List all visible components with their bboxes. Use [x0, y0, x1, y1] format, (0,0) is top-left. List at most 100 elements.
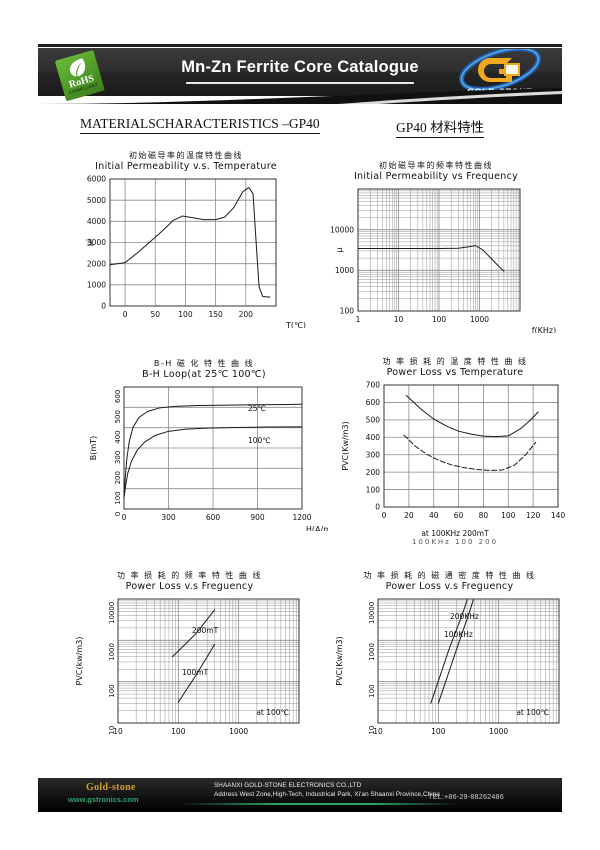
- chart-title-cn: B-H 磁 化 特 性 曲 线: [153, 359, 255, 368]
- swoosh-shape-icon: [38, 88, 562, 104]
- y-tick-label: 10000: [108, 602, 116, 624]
- chart-plot: 10100100010100100010000f(KHz)PVC(kw/m3)2…: [75, 598, 300, 736]
- rohs-badge: RoHS COMPLIANT: [54, 47, 110, 105]
- x-tick-label: 200: [239, 310, 254, 319]
- y-tick-label: 200: [366, 468, 381, 477]
- x-tick-label: 50: [150, 310, 160, 319]
- series-200mt: [405, 394, 539, 438]
- series-100mt: [403, 434, 537, 471]
- series-μi: [109, 186, 271, 298]
- page-footer: Gold-stone www.gstronics.com SHAANXI GOL…: [38, 778, 562, 812]
- chart-plot: 10100100010100100010000B(mT)PVC(Kw/m3)20…: [335, 598, 560, 736]
- chart-plot: 0 20 40 60 80 100 120 140 0 100 200 300 400 500 600 700…: [341, 381, 565, 520]
- series-200mt: [171, 609, 216, 658]
- charts-area: 初始磁导率的温度特性曲线 Initial Permeability v.s. Te…: [0, 150, 600, 770]
- y-tick-label: 0: [375, 503, 380, 512]
- chart-title-en: B-H Loop(at 25℃ 100℃): [142, 369, 266, 380]
- footer-divider: [178, 803, 458, 805]
- y-tick-label: 500: [366, 416, 381, 425]
- x-tick-label: 10: [373, 727, 383, 736]
- x-axis-label: T(℃): [285, 321, 306, 328]
- x-tick-label: 0: [123, 310, 128, 319]
- y-tick-label: 0: [114, 512, 122, 516]
- x-axis-label: f(KHz): [532, 326, 557, 333]
- chart-note: at 100℃: [516, 708, 549, 717]
- chart-power-loss-vs-flux-density: 功 率 损 耗 的 磁 通 密 度 特 性 曲 线 Power Loss v.s …: [322, 570, 577, 760]
- series-label: 25℃: [248, 404, 266, 413]
- y-tick-label: 600: [114, 390, 122, 403]
- x-tick-label: 40: [429, 511, 439, 520]
- series-25℃: [123, 403, 303, 498]
- x-tick-label: 80: [479, 511, 489, 520]
- x-tick-label: 150: [208, 310, 223, 319]
- chart-title-cn: 初始磁导率的温度特性曲线: [129, 151, 243, 160]
- chart-title-cn: 功 率 损 耗 的 温 度 特 性 曲 线: [382, 357, 528, 366]
- chart-title-en: Power Loss v.s Freguency: [385, 581, 514, 592]
- page-header: RoHS COMPLIANT Mn-Zn Ferrite Core Catalo…: [38, 44, 562, 104]
- y-tick-label: 300: [366, 450, 381, 459]
- chart-note: at 100℃: [256, 708, 289, 717]
- series-μ: [357, 245, 505, 272]
- chart-title-en: Initial Permeability vs Frequency: [353, 171, 519, 182]
- x-tick-label: 1000: [470, 315, 489, 324]
- x-tick-label: 300: [161, 513, 176, 522]
- x-tick-label: 600: [206, 513, 221, 522]
- x-axis-label: H(A/m): [306, 525, 328, 531]
- chart-initial-permeability-vs-frequency: 初始磁导率的频率特性曲线 Initial Permeability vs Freq…: [312, 160, 560, 340]
- chart-power-loss-vs-frequency: 功 率 损 耗 的 频 率 特 性 曲 线 Power Loss v.s Freg…: [62, 570, 317, 760]
- x-tick-label: 120: [526, 511, 541, 520]
- y-axis-label: PVC(kw/m3): [75, 637, 84, 686]
- y-tick-label: 3000: [87, 238, 106, 247]
- chart-title-en: Power Loss v.s Freguency: [125, 581, 254, 592]
- y-tick-label: 5000: [87, 196, 106, 205]
- chart-title-cn: 功 率 损 耗 的 频 率 特 性 曲 线: [117, 571, 262, 580]
- section-heading: MATERIALSCHARACTERISTICS –GP40 GP40 材料特性: [80, 116, 520, 138]
- header-top-rule: [38, 44, 562, 47]
- y-tick-label: 400: [114, 430, 122, 443]
- y-tick-label: 600: [366, 398, 381, 407]
- catalogue-title: Mn-Zn Ferrite Core Catalogue: [181, 58, 419, 76]
- rohs-badge-box: RoHS COMPLIANT: [54, 49, 105, 102]
- y-tick-label: 1000: [108, 643, 116, 661]
- x-tick-label: 100: [431, 727, 446, 736]
- chart-caption-secondary: 100KHz 100 200: [411, 538, 499, 546]
- y-axis-label: PVC(Kw/m3): [341, 421, 350, 471]
- x-tick-label: 20: [404, 511, 414, 520]
- x-tick-label: 100: [432, 315, 447, 324]
- chart-plot: 1 10 100 1000 100 1000 10000 f(KHz) μ: [330, 188, 557, 333]
- chart-plot: 0 300 600 900 1200 0 100 200 300 400 500 600 H(A/m) B…: [89, 386, 328, 531]
- chart-title-cn: 功 率 损 耗 的 磁 通 密 度 特 性 曲 线: [363, 571, 536, 580]
- y-tick-label: 300: [114, 451, 122, 464]
- x-tick-label: 1200: [292, 513, 311, 522]
- series-label: 200KHz: [450, 612, 479, 621]
- x-tick-label: 100: [178, 310, 193, 319]
- series-label: 200mT: [192, 626, 219, 635]
- y-tick-label: 400: [366, 433, 381, 442]
- y-axis-label: μ: [335, 247, 344, 252]
- y-tick-label: 700: [366, 381, 381, 390]
- chart-title-en: Initial Permeability v.s. Temperature: [95, 161, 277, 172]
- x-tick-label: 10: [113, 727, 123, 736]
- section-title-cn: GP40 材料特性: [396, 116, 485, 138]
- leaf-icon: [69, 58, 86, 77]
- series-100mt: [177, 643, 216, 703]
- header-swoosh: [38, 88, 562, 104]
- footer-website-link[interactable]: www.gstronics.com: [68, 795, 139, 804]
- x-tick-label: 900: [250, 513, 265, 522]
- y-tick-label: 1000: [87, 281, 106, 290]
- chart-plot: 0 50 100 150 2000100020003000400050006000T(℃…: [85, 175, 306, 328]
- y-tick-label: 1000: [335, 266, 354, 275]
- y-tick-label: 10000: [368, 602, 376, 624]
- series-200khz: [430, 599, 468, 704]
- x-tick-label: 60: [454, 511, 464, 520]
- chart-caption: at 100KHz 200mT: [421, 529, 489, 538]
- chart-bh-loop: B-H 磁 化 特 性 曲 线 B-H Loop(at 25℃ 100℃) 0 300…: [80, 358, 328, 544]
- x-tick-label: 0: [122, 513, 127, 522]
- logo-mark-icon: [459, 49, 541, 92]
- x-tick-label: 10: [394, 315, 404, 324]
- y-tick-label: 200: [114, 471, 122, 484]
- y-axis-label: PVC(Kw/m3): [335, 636, 344, 686]
- y-axis-label: μi: [85, 239, 94, 246]
- y-tick-label: 4000: [87, 217, 106, 226]
- x-tick-label: 1000: [489, 727, 508, 736]
